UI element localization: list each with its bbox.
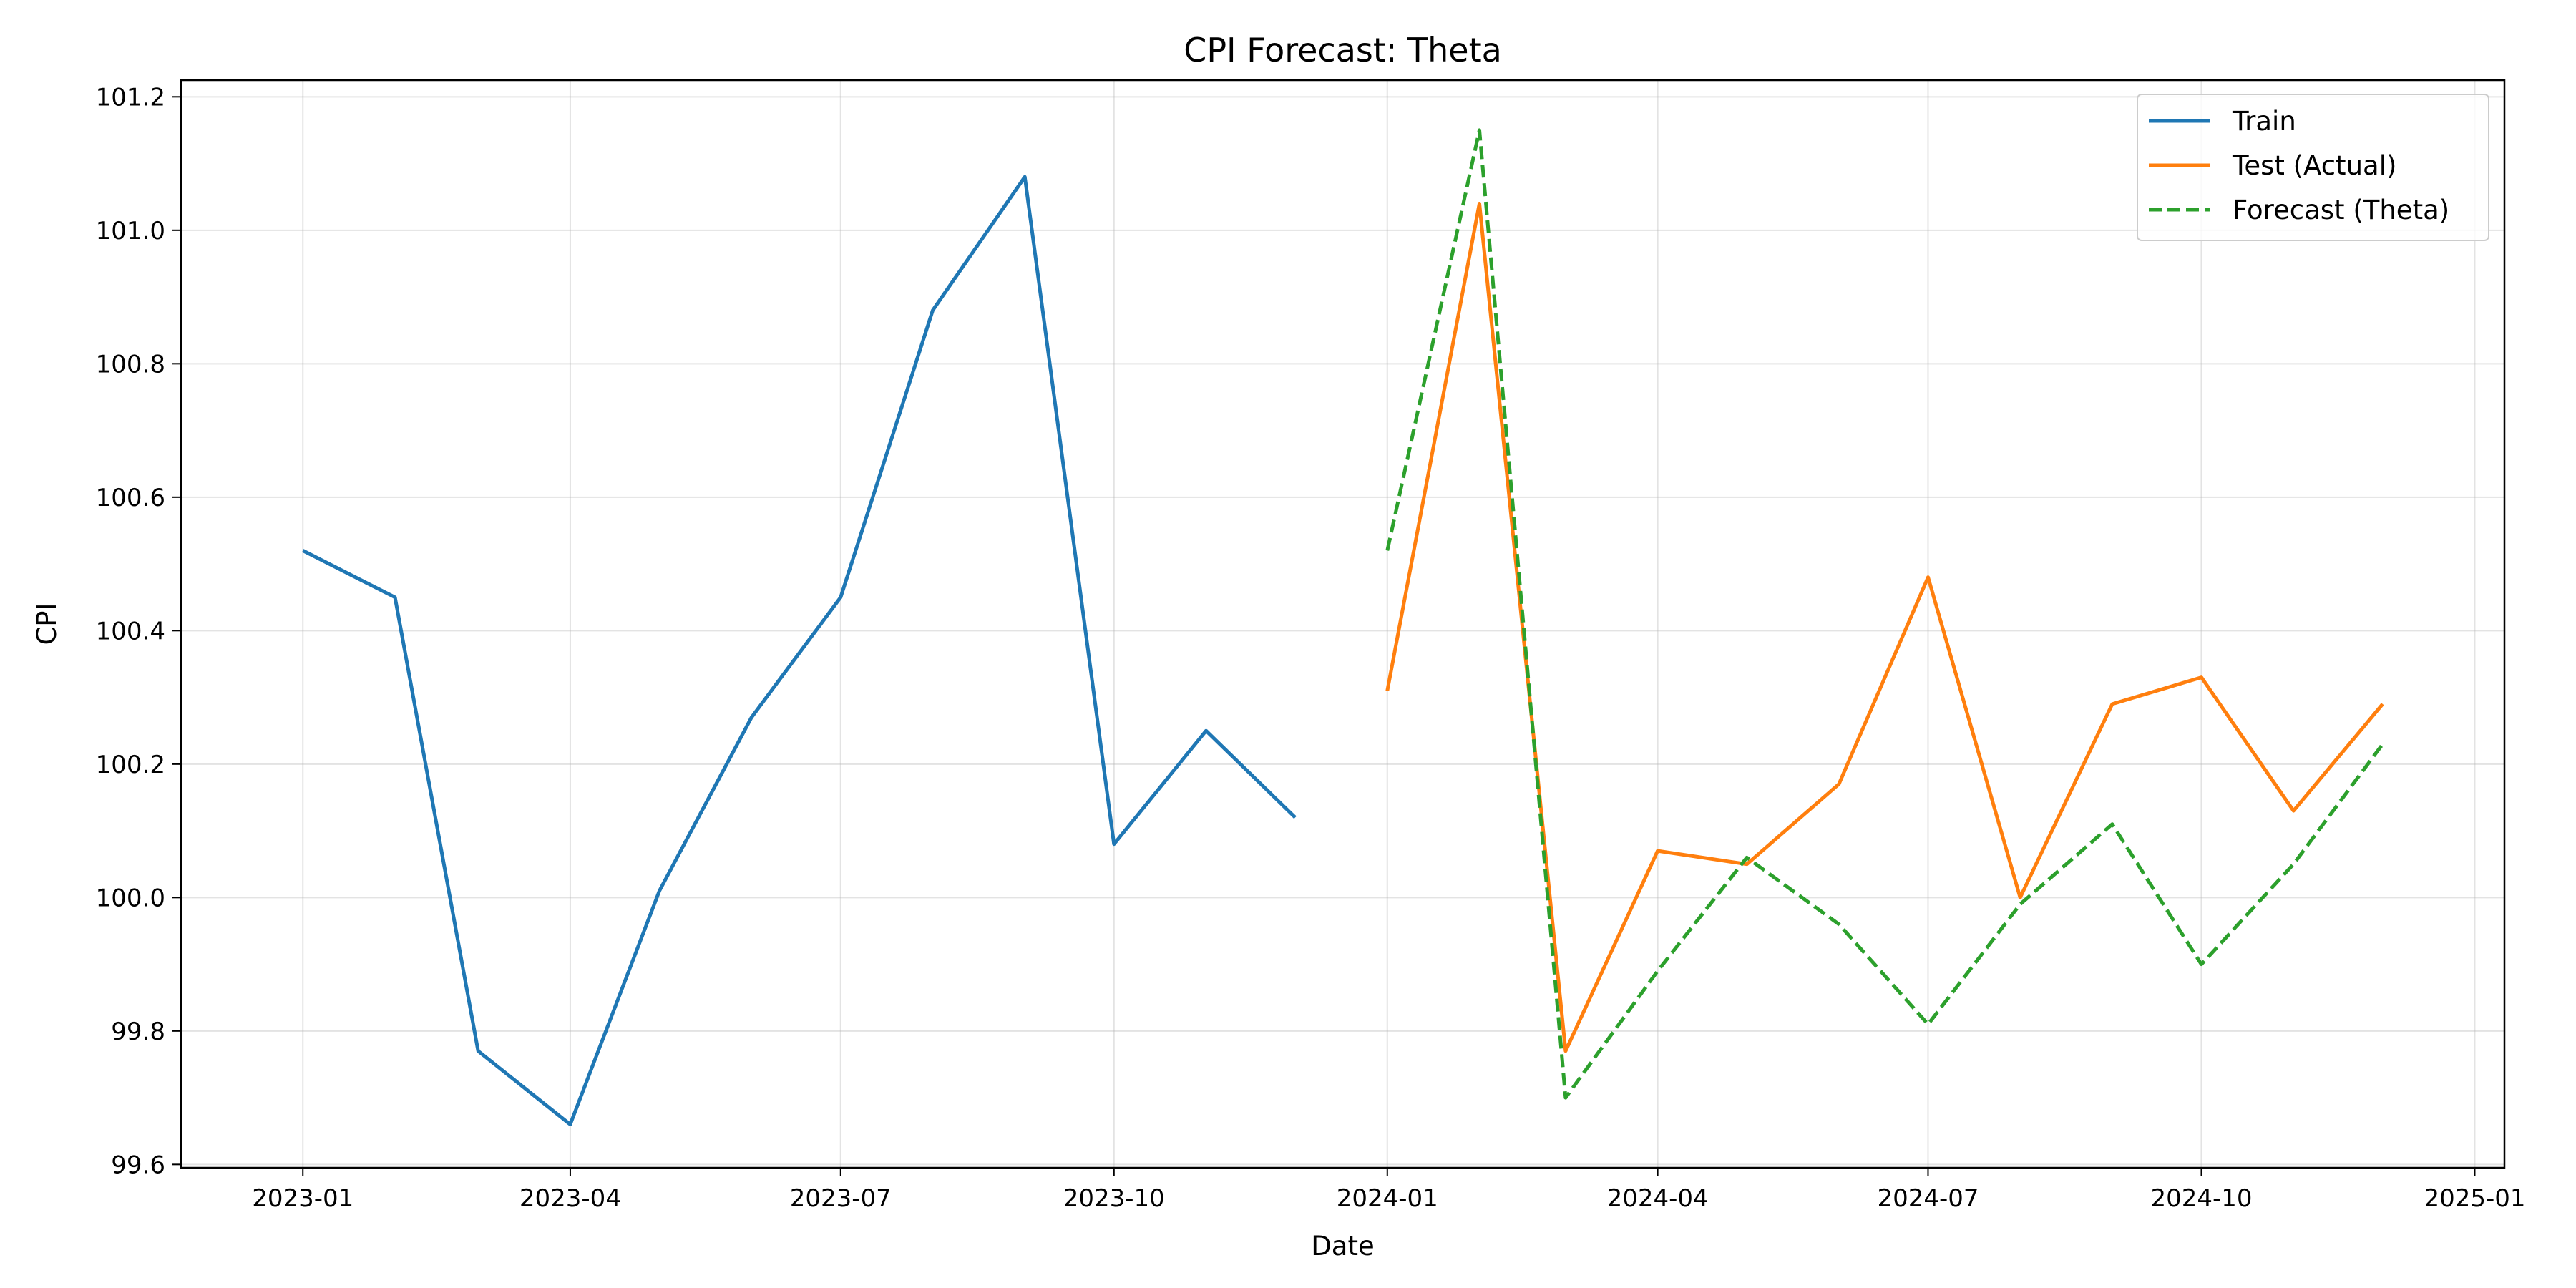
x-tick-label: 2024-01 [1337,1184,1438,1213]
x-tick-label: 2024-07 [1877,1184,1979,1213]
legend-label: Train [2232,106,2296,137]
series-line [1385,202,2384,1053]
x-tick-label: 2023-10 [1063,1184,1165,1213]
y-axis-title: CPI [31,602,62,645]
legend: Train Test (Actual) Forecast (Theta) [2137,94,2489,241]
x-tick-label: 2025-01 [2424,1184,2525,1213]
y-tick-label: 100.2 [96,751,165,779]
y-tick-label: 100.0 [96,884,165,912]
series-layer [302,128,2384,1126]
y-tick-label: 99.6 [111,1151,165,1179]
grid [181,80,2504,1168]
plot-frame [180,79,2506,1169]
y-tick-label: 100.8 [96,350,165,379]
y-tick-label: 100.6 [96,484,165,512]
ticks: 2023-01 2023-04 2023-07 2023-10 2024-01 2024-… [96,83,2526,1213]
chart-title: CPI Forecast: Theta [1184,31,1502,69]
x-tick-label: 2024-04 [1607,1184,1709,1213]
series-line [1385,128,2384,1100]
y-tick-label: 99.8 [111,1018,165,1046]
x-tick-label: 2023-01 [252,1184,353,1213]
x-tick-label: 2024-10 [2150,1184,2252,1213]
y-tick-label: 100.4 [96,617,165,645]
x-axis-title: Date [1311,1231,1374,1262]
legend-box [2137,94,2489,241]
legend-label: Forecast (Theta) [2233,195,2449,225]
y-tick-label: 101.0 [96,217,165,245]
y-tick-label: 101.2 [96,83,165,112]
legend-label: Test (Actual) [2232,150,2396,181]
x-tick-label: 2023-07 [790,1184,892,1213]
x-tick-label: 2023-04 [519,1184,621,1213]
series-line [302,175,1297,1126]
